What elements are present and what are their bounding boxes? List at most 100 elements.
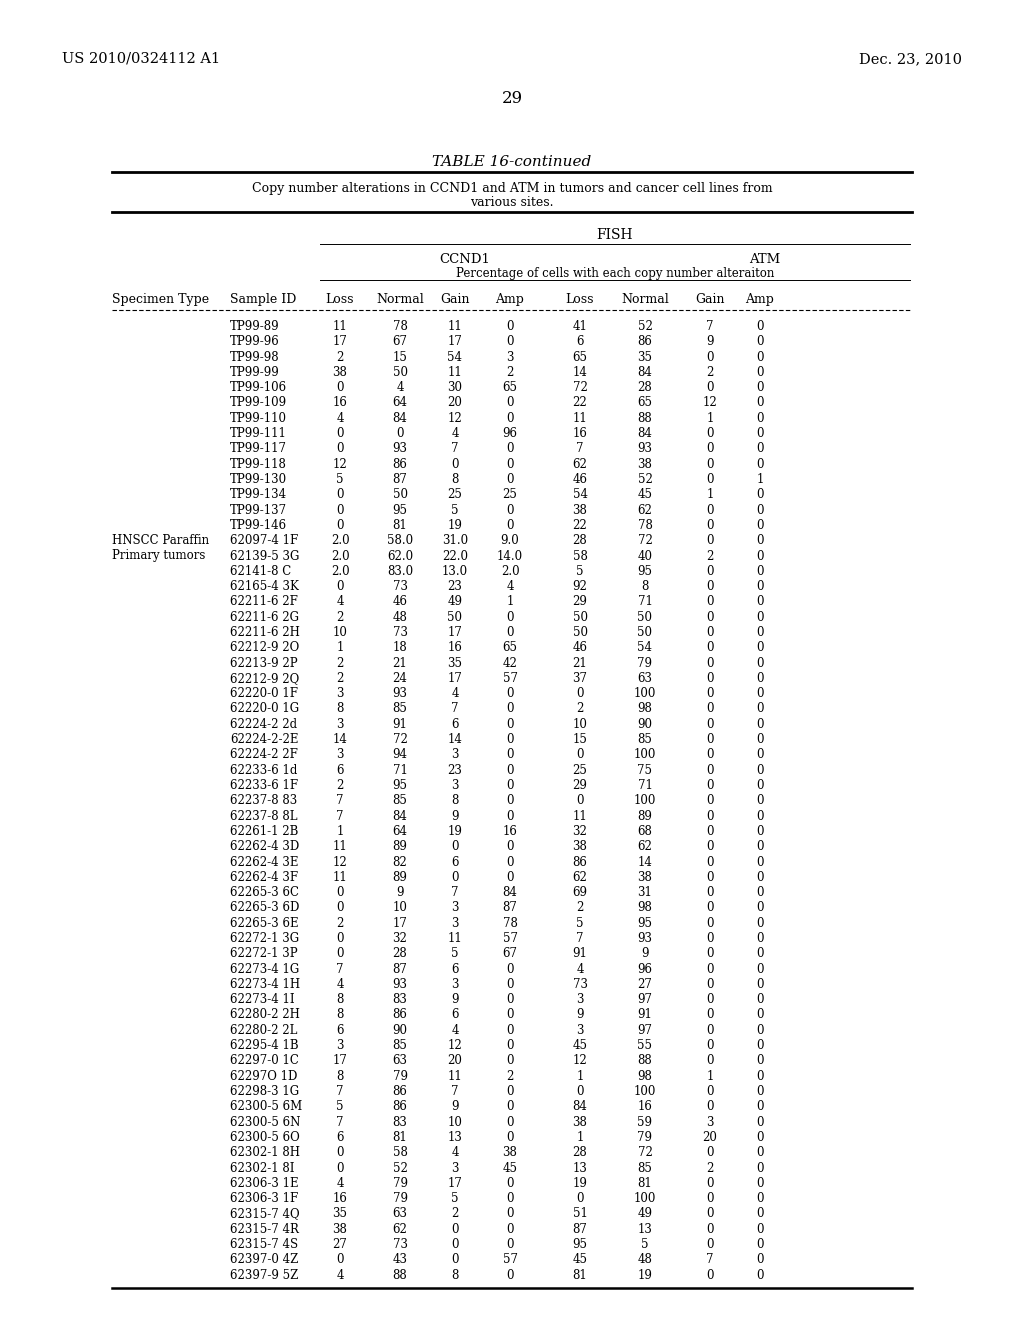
Text: 0: 0 xyxy=(506,1085,514,1098)
Text: 95: 95 xyxy=(638,565,652,578)
Text: 0: 0 xyxy=(506,809,514,822)
Text: 3: 3 xyxy=(336,1039,344,1052)
Text: 98: 98 xyxy=(638,902,652,915)
Text: 0: 0 xyxy=(707,626,714,639)
Text: 0: 0 xyxy=(757,626,764,639)
Text: 7: 7 xyxy=(707,1253,714,1266)
Text: 0: 0 xyxy=(336,1146,344,1159)
Text: 72: 72 xyxy=(572,381,588,395)
Text: 65: 65 xyxy=(638,396,652,409)
Text: 71: 71 xyxy=(638,779,652,792)
Text: Primary tumors: Primary tumors xyxy=(112,549,206,562)
Text: 89: 89 xyxy=(392,841,408,853)
Text: TP99-134: TP99-134 xyxy=(230,488,287,502)
Text: 0: 0 xyxy=(707,381,714,395)
Text: 0: 0 xyxy=(757,886,764,899)
Text: 1: 1 xyxy=(707,1069,714,1082)
Text: 0: 0 xyxy=(707,1008,714,1022)
Text: 19: 19 xyxy=(447,519,463,532)
Text: 22.0: 22.0 xyxy=(442,549,468,562)
Text: 62213-9 2P: 62213-9 2P xyxy=(230,656,298,669)
Text: 95: 95 xyxy=(392,504,408,516)
Text: Specimen Type: Specimen Type xyxy=(112,293,209,306)
Text: 100: 100 xyxy=(634,688,656,700)
Text: 0: 0 xyxy=(506,733,514,746)
Text: 37: 37 xyxy=(572,672,588,685)
Text: 12: 12 xyxy=(702,396,718,409)
Text: 62265-3 6E: 62265-3 6E xyxy=(230,916,299,929)
Text: 16: 16 xyxy=(333,1192,347,1205)
Text: 7: 7 xyxy=(452,886,459,899)
Text: 0: 0 xyxy=(707,1101,714,1113)
Text: 86: 86 xyxy=(572,855,588,869)
Text: 100: 100 xyxy=(634,1192,656,1205)
Text: 31: 31 xyxy=(638,886,652,899)
Text: 5: 5 xyxy=(577,565,584,578)
Text: 15: 15 xyxy=(572,733,588,746)
Text: 17: 17 xyxy=(333,1055,347,1068)
Text: 62212-9 2O: 62212-9 2O xyxy=(230,642,299,655)
Text: 54: 54 xyxy=(572,488,588,502)
Text: 0: 0 xyxy=(757,993,764,1006)
Text: 1: 1 xyxy=(506,595,514,609)
Text: 12: 12 xyxy=(447,412,463,425)
Text: 3: 3 xyxy=(707,1115,714,1129)
Text: 0: 0 xyxy=(757,855,764,869)
Text: 0: 0 xyxy=(707,795,714,808)
Text: 50: 50 xyxy=(392,366,408,379)
Text: 4: 4 xyxy=(336,1177,344,1189)
Text: 18: 18 xyxy=(392,642,408,655)
Text: 4: 4 xyxy=(396,381,403,395)
Text: 62302-1 8I: 62302-1 8I xyxy=(230,1162,295,1175)
Text: 7: 7 xyxy=(336,1085,344,1098)
Text: 0: 0 xyxy=(707,1024,714,1036)
Text: FISH: FISH xyxy=(597,228,633,242)
Text: 35: 35 xyxy=(447,656,463,669)
Text: 28: 28 xyxy=(572,1146,588,1159)
Text: 73: 73 xyxy=(572,978,588,991)
Text: 25: 25 xyxy=(447,488,463,502)
Text: 93: 93 xyxy=(392,978,408,991)
Text: 0: 0 xyxy=(707,932,714,945)
Text: 87: 87 xyxy=(392,473,408,486)
Text: 89: 89 xyxy=(638,809,652,822)
Text: 3: 3 xyxy=(336,748,344,762)
Text: 0: 0 xyxy=(707,428,714,440)
Text: 62262-4 3D: 62262-4 3D xyxy=(230,841,299,853)
Text: 62302-1 8H: 62302-1 8H xyxy=(230,1146,300,1159)
Text: Percentage of cells with each copy number alteraiton: Percentage of cells with each copy numbe… xyxy=(456,267,774,280)
Text: 19: 19 xyxy=(572,1177,588,1189)
Text: 0: 0 xyxy=(707,656,714,669)
Text: 89: 89 xyxy=(392,871,408,884)
Text: 98: 98 xyxy=(638,1069,652,1082)
Text: 28: 28 xyxy=(572,535,588,548)
Text: 0: 0 xyxy=(757,381,764,395)
Text: 50: 50 xyxy=(572,611,588,624)
Text: 3: 3 xyxy=(336,718,344,731)
Text: 96: 96 xyxy=(503,428,517,440)
Text: 0: 0 xyxy=(506,396,514,409)
Text: 72: 72 xyxy=(638,1146,652,1159)
Text: 62397-9 5Z: 62397-9 5Z xyxy=(230,1269,298,1282)
Text: 0: 0 xyxy=(757,871,764,884)
Text: 15: 15 xyxy=(392,351,408,363)
Text: 45: 45 xyxy=(503,1162,517,1175)
Text: 78: 78 xyxy=(503,916,517,929)
Text: 5: 5 xyxy=(452,948,459,961)
Text: 52: 52 xyxy=(638,473,652,486)
Text: 86: 86 xyxy=(638,335,652,348)
Text: 0: 0 xyxy=(452,841,459,853)
Text: 0: 0 xyxy=(336,948,344,961)
Text: 17: 17 xyxy=(447,1177,463,1189)
Text: 3: 3 xyxy=(336,688,344,700)
Text: 0: 0 xyxy=(707,809,714,822)
Text: 11: 11 xyxy=(333,841,347,853)
Text: 5: 5 xyxy=(641,1238,649,1251)
Text: 2: 2 xyxy=(336,916,344,929)
Text: 7: 7 xyxy=(452,702,459,715)
Text: 62: 62 xyxy=(392,1222,408,1236)
Text: 21: 21 xyxy=(572,656,588,669)
Text: 62300-5 6O: 62300-5 6O xyxy=(230,1131,300,1144)
Text: TP99-99: TP99-99 xyxy=(230,366,280,379)
Text: 2.0: 2.0 xyxy=(501,565,519,578)
